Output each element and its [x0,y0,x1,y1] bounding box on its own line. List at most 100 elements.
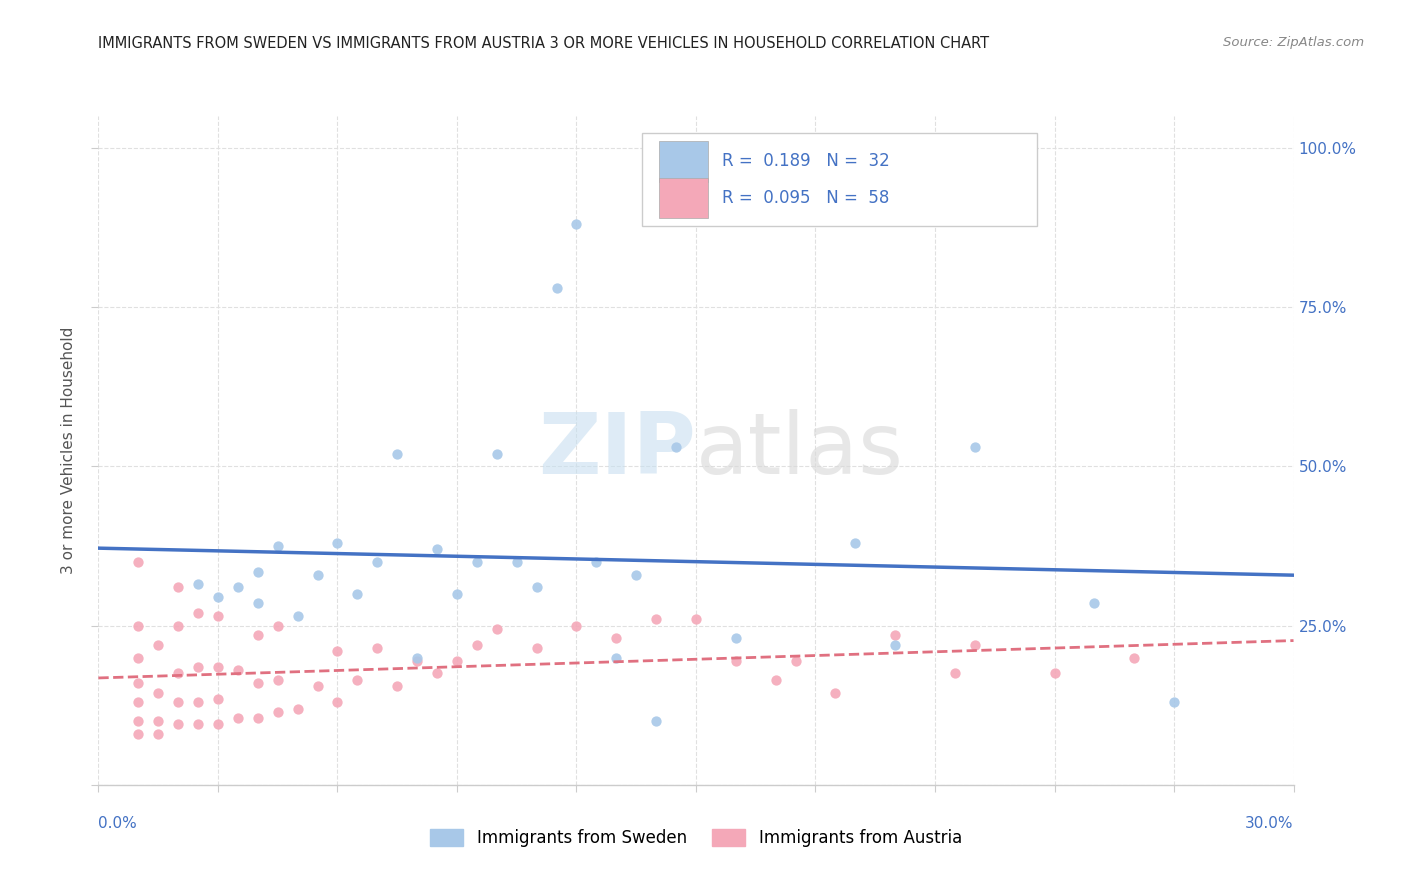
Point [963,638,986,652]
Point [127,618,149,632]
Point [187,577,209,591]
Point [207,692,229,706]
Point [626,567,648,582]
Text: atlas: atlas [696,409,904,492]
Point [585,555,607,569]
Point [665,440,688,454]
Point [127,714,149,729]
Point [446,654,468,668]
Point [385,679,409,693]
Point [207,717,229,731]
Point [546,281,568,295]
Point [645,714,668,729]
FancyBboxPatch shape [659,178,709,219]
Point [226,711,249,725]
Point [267,705,290,719]
Point [207,590,229,604]
Point [307,679,329,693]
Point [884,628,907,642]
Point [167,618,190,632]
Point [485,447,508,461]
Point [465,638,488,652]
Point [246,676,269,690]
Point [167,695,190,709]
Text: ZIP: ZIP [538,409,696,492]
Point [406,650,429,665]
Point [326,644,349,658]
Point [943,666,966,681]
Point [226,663,249,677]
Point [605,632,627,646]
Point [148,638,170,652]
Point [506,555,529,569]
Point [127,695,149,709]
Text: R =  0.095   N =  58: R = 0.095 N = 58 [723,189,890,207]
Point [685,612,707,626]
Point [605,650,627,665]
Point [765,673,787,687]
Point [844,536,866,550]
Point [824,685,846,699]
Point [207,660,229,674]
Point [226,581,249,595]
Point [267,539,290,553]
Point [167,581,190,595]
Point [127,676,149,690]
Point [287,609,309,624]
Point [426,666,449,681]
Point [565,618,588,632]
Point [724,654,747,668]
Point [307,567,329,582]
Point [127,727,149,741]
Point [167,666,190,681]
Point [167,717,190,731]
Point [267,673,290,687]
Point [963,440,986,454]
Point [526,581,548,595]
Point [1083,596,1105,610]
Text: Source: ZipAtlas.com: Source: ZipAtlas.com [1223,36,1364,49]
Point [246,711,269,725]
Text: 0.0%: 0.0% [98,815,138,830]
Point [785,654,807,668]
Point [187,717,209,731]
Point [246,565,269,579]
Point [526,640,548,655]
Point [148,714,170,729]
Text: IMMIGRANTS FROM SWEDEN VS IMMIGRANTS FROM AUSTRIA 3 OR MORE VEHICLES IN HOUSEHOL: IMMIGRANTS FROM SWEDEN VS IMMIGRANTS FRO… [98,36,990,51]
FancyBboxPatch shape [659,141,709,182]
Point [187,695,209,709]
Point [246,596,269,610]
Point [287,701,309,715]
Point [465,555,488,569]
Point [187,660,209,674]
Point [426,542,449,557]
Point [565,217,588,231]
Point [724,632,747,646]
Point [267,618,290,632]
Legend: Immigrants from Sweden, Immigrants from Austria: Immigrants from Sweden, Immigrants from … [423,822,969,854]
Point [645,612,668,626]
Point [366,555,388,569]
Point [1043,666,1066,681]
Point [366,640,388,655]
Point [1123,650,1146,665]
Text: R =  0.189   N =  32: R = 0.189 N = 32 [723,153,890,170]
Point [485,622,508,636]
Point [385,447,409,461]
Point [326,695,349,709]
Point [326,536,349,550]
Y-axis label: 3 or more Vehicles in Household: 3 or more Vehicles in Household [60,326,76,574]
Point [127,650,149,665]
Point [246,628,269,642]
Text: 30.0%: 30.0% [1246,815,1294,830]
Point [187,606,209,620]
Point [884,638,907,652]
Point [1163,695,1185,709]
Point [207,609,229,624]
Point [148,727,170,741]
FancyBboxPatch shape [643,133,1036,227]
Point [346,673,368,687]
Point [446,587,468,601]
Point [127,555,149,569]
